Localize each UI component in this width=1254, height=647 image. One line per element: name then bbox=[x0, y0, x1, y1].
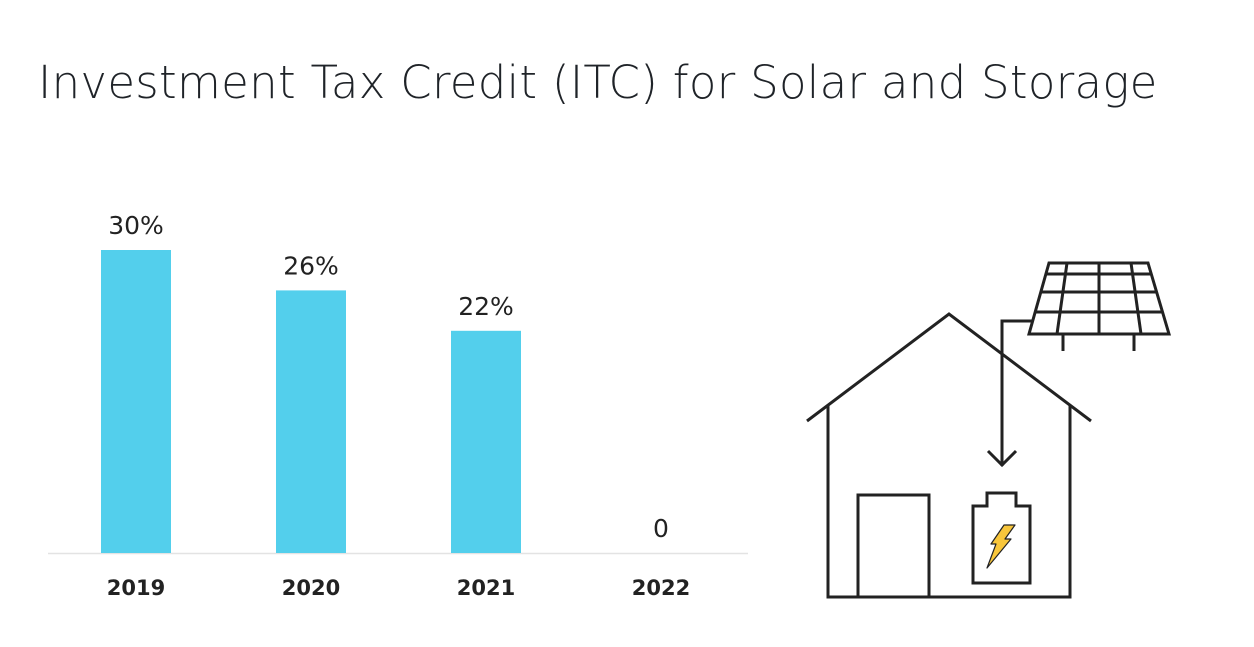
data-label-2019: 30% bbox=[108, 211, 164, 240]
house-icon bbox=[806, 312, 1092, 599]
lightning-bolt-icon bbox=[986, 524, 1016, 569]
data-label-2021: 22% bbox=[458, 292, 514, 321]
chart-title: Investment Tax Credit (ITC) for Solar an… bbox=[38, 56, 1158, 109]
x-tick-label-2021: 2021 bbox=[457, 576, 515, 600]
data-label-2022: 0 bbox=[653, 514, 669, 543]
battery-icon bbox=[971, 491, 1032, 585]
x-tick-label-2019: 2019 bbox=[107, 576, 165, 600]
bar-2020 bbox=[276, 290, 346, 553]
door-icon bbox=[856, 493, 931, 599]
bar-2021 bbox=[451, 330, 521, 553]
arrow-down-icon bbox=[986, 319, 1032, 468]
x-tick-label-2020: 2020 bbox=[282, 576, 340, 600]
solar-panel-icon bbox=[1027, 261, 1172, 351]
bar-chart: 30% 2019 26% 2020 22% 2021 0 2022 bbox=[48, 211, 748, 600]
bar-2019 bbox=[101, 250, 171, 553]
x-tick-label-2022: 2022 bbox=[632, 576, 690, 600]
data-label-2020: 26% bbox=[283, 251, 339, 280]
